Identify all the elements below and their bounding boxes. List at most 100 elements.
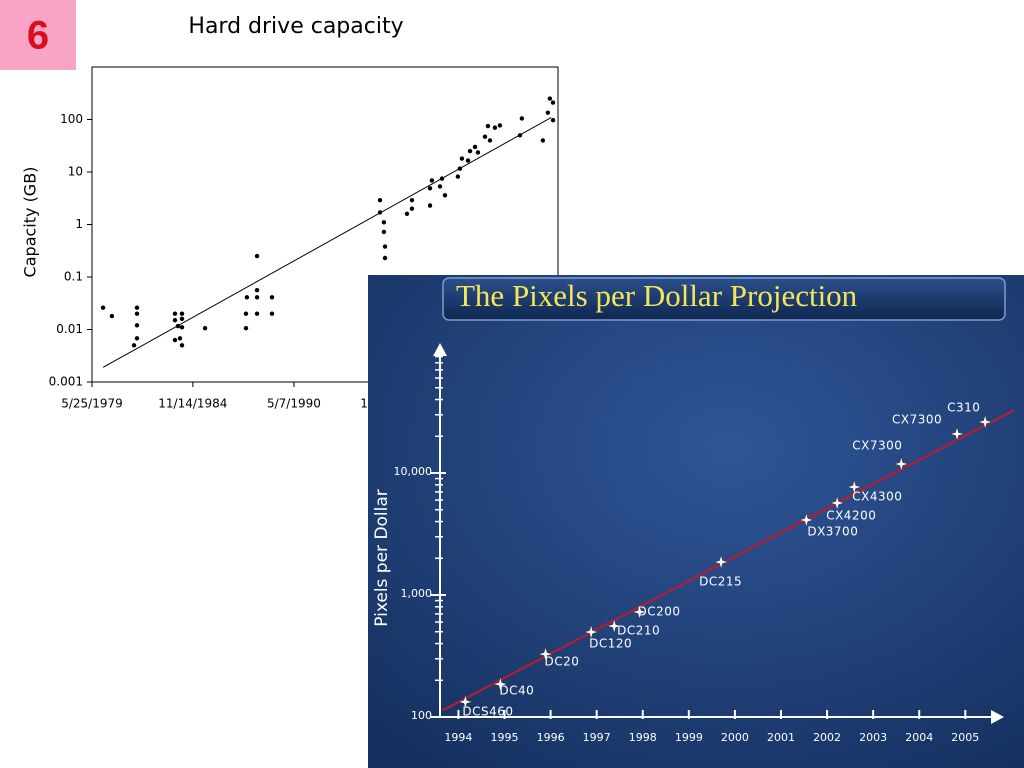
point-label: DC210 (617, 624, 660, 638)
x-tick-label: 2002 (813, 731, 841, 744)
x-tick-label: 11/14/1984 (158, 397, 227, 411)
point (179, 316, 185, 321)
point (457, 693, 474, 710)
point (631, 604, 648, 620)
point (382, 255, 388, 261)
y-tick-label: 10,000 (394, 465, 433, 478)
x-tick-label: 1999 (675, 731, 703, 744)
x-tick-label: 5/7/1990 (267, 397, 321, 411)
point (713, 554, 730, 570)
y-tick-label: 0.1 (64, 270, 83, 284)
point (550, 100, 556, 105)
point (409, 198, 415, 203)
badge-box (0, 0, 76, 70)
point (846, 479, 863, 495)
point (381, 229, 387, 235)
y-arrow (433, 343, 447, 356)
point (244, 295, 250, 300)
point-label: DX3700 (807, 524, 858, 538)
point (243, 311, 249, 316)
point-label: CX7300 (892, 412, 942, 426)
point (949, 425, 965, 442)
point-label: DC200 (638, 604, 681, 618)
point-label: CX4300 (852, 489, 902, 503)
point (485, 123, 491, 129)
point (537, 646, 554, 663)
point (179, 343, 185, 348)
point (134, 336, 140, 341)
point (172, 337, 178, 343)
chart-hdd: Hard drive capacity Capacity (GB) 0.001 0… (21, 14, 559, 411)
x-tick-label: 1995 (491, 731, 519, 744)
point (409, 206, 415, 211)
point (492, 676, 509, 693)
point (429, 178, 435, 183)
chart-title: Hard drive capacity (188, 14, 403, 39)
point (545, 110, 551, 115)
point (175, 323, 181, 329)
point-label: DC215 (699, 575, 742, 589)
point (254, 311, 260, 316)
y-tick-label: 0.001 (49, 375, 83, 389)
point (179, 311, 185, 316)
point (459, 156, 465, 161)
chart-pixels: The Pixels per Dollar Projection Pixels … (368, 275, 1024, 768)
point (437, 184, 443, 189)
point (583, 624, 600, 640)
point (179, 325, 185, 330)
x-tick-label: 2003 (859, 731, 887, 744)
point (254, 253, 260, 259)
point (427, 203, 433, 208)
point (243, 325, 249, 331)
point (472, 144, 478, 150)
trend-line (442, 409, 1015, 711)
point (172, 318, 178, 323)
point (977, 414, 994, 430)
point (517, 133, 523, 138)
y-tick-label: 100 (411, 709, 432, 722)
point (442, 193, 448, 198)
point (893, 456, 910, 472)
point (482, 134, 488, 139)
point-label: DCS460 (462, 704, 513, 718)
y-axis-label: Pixels per Dollar (372, 489, 392, 627)
point (404, 211, 410, 216)
title-banner (442, 277, 1006, 321)
point (427, 186, 433, 191)
point (134, 311, 140, 316)
point (497, 123, 503, 128)
point (540, 138, 546, 143)
x-tick-label: 1996 (537, 731, 565, 744)
y-tick-label: 1 (75, 217, 83, 231)
y-tick-label: 0.01 (56, 322, 83, 336)
point (457, 166, 463, 171)
point (109, 313, 115, 319)
x-tick-label: 2005 (951, 731, 979, 744)
point-label: DC40 (499, 684, 534, 698)
x-arrow (991, 710, 1004, 724)
y-axis-label: Capacity (GB) (21, 167, 40, 278)
point (377, 198, 383, 203)
x-tick-label: 2004 (905, 731, 933, 744)
point (254, 288, 260, 293)
point (377, 210, 383, 215)
point-label: DC120 (589, 637, 632, 651)
point (269, 311, 275, 316)
point (829, 495, 846, 511)
y-tick-label: 100 (60, 112, 83, 126)
y-tick-label: 1,000 (401, 587, 433, 600)
x-tick-label: 1998 (629, 731, 657, 744)
point-label: C310 (947, 400, 980, 414)
point (455, 174, 461, 179)
point (465, 158, 471, 163)
point (547, 96, 553, 101)
point (202, 325, 208, 331)
point (606, 618, 623, 634)
point (475, 150, 481, 155)
point (381, 220, 387, 225)
panel (368, 275, 1024, 768)
point (134, 305, 140, 310)
point-label: DC20 (545, 655, 580, 669)
